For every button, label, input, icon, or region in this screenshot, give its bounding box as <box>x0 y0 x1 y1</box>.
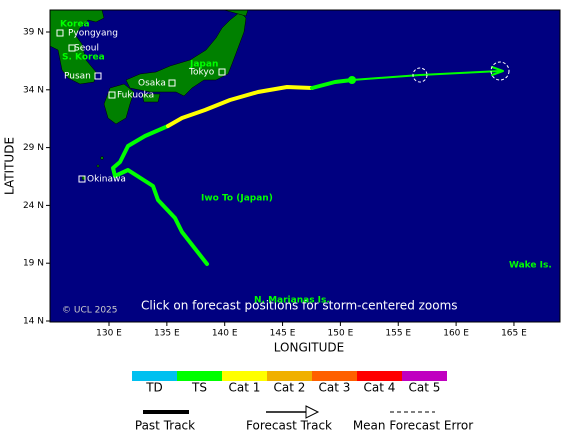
scale-swatch <box>267 371 312 381</box>
legend-label: Past Track <box>135 419 195 433</box>
copyright: © UCL 2025 <box>62 306 118 316</box>
legend-label: Mean Forecast Error <box>353 419 473 433</box>
scale-label: Cat 4 <box>364 381 396 395</box>
lon-tick-label: 155 E <box>385 329 411 339</box>
scale-label: Cat 3 <box>319 381 351 395</box>
region-label: Japan <box>189 60 218 70</box>
lon-tick-label: 150 E <box>328 329 354 339</box>
forecast-error-circle[interactable] <box>490 61 510 81</box>
city-label: Osaka <box>138 79 166 89</box>
lon-tick-label: 165 E <box>501 329 527 339</box>
region-label: Korea <box>60 20 90 30</box>
scale-swatch <box>177 371 222 381</box>
x-axis-label: LONGITUDE <box>274 341 344 355</box>
city-marker <box>108 91 116 99</box>
city-marker <box>168 79 176 87</box>
lat-tick-label: 29 N <box>23 143 44 153</box>
region-label: Iwo To (Japan) <box>201 194 273 204</box>
legend-label: Forecast Track <box>246 419 332 433</box>
lon-tick-label: 145 E <box>270 329 296 339</box>
city-label: Pyongyang <box>68 29 118 39</box>
forecast-error-circle[interactable] <box>412 67 428 83</box>
lon-tick-label: 135 E <box>154 329 180 339</box>
city-label: Tokyo <box>188 68 215 78</box>
lat-tick-label: 34 N <box>23 85 44 95</box>
city-marker <box>218 68 226 76</box>
map-note: Click on forecast positions for storm-ce… <box>141 299 458 313</box>
city-marker <box>78 175 86 183</box>
region-label: Wake Is. <box>509 261 552 271</box>
lat-tick-label: 39 N <box>23 28 44 38</box>
lat-tick-label: 24 N <box>23 201 44 211</box>
scale-label: Cat 5 <box>409 381 441 395</box>
region-label: N. Marianas Is. <box>254 296 330 306</box>
scale-swatch <box>357 371 402 381</box>
city-label: Fukuoka <box>117 91 154 101</box>
region-label: S. Korea <box>62 53 105 63</box>
city-label: Okinawa <box>87 175 126 185</box>
scale-swatch <box>312 371 357 381</box>
city-label: Pusan <box>64 72 91 82</box>
lon-tick-label: 140 E <box>212 329 238 339</box>
scale-swatch <box>132 371 177 381</box>
scale-label: Cat 1 <box>229 381 261 395</box>
y-axis-label: LATITUDE <box>3 137 17 195</box>
scale-label: TD <box>145 381 163 395</box>
city-label: Seoul <box>74 44 99 54</box>
forecast-point[interactable] <box>348 76 356 84</box>
storm-track <box>111 66 504 266</box>
scale-swatch <box>402 371 447 381</box>
lon-tick-label: 130 E <box>96 329 122 339</box>
scale-label: TS <box>191 381 207 395</box>
city-marker <box>94 72 102 80</box>
scale-swatch <box>222 371 267 381</box>
forecast-arrow <box>305 405 320 419</box>
city-marker <box>68 44 76 52</box>
lat-tick-label: 14 N <box>23 317 44 327</box>
city-marker <box>56 29 64 37</box>
ocean <box>50 10 560 322</box>
lon-tick-label: 160 E <box>443 329 469 339</box>
lat-tick-label: 19 N <box>23 259 44 269</box>
map-frame <box>49 9 561 323</box>
scale-label: Cat 2 <box>274 381 306 395</box>
